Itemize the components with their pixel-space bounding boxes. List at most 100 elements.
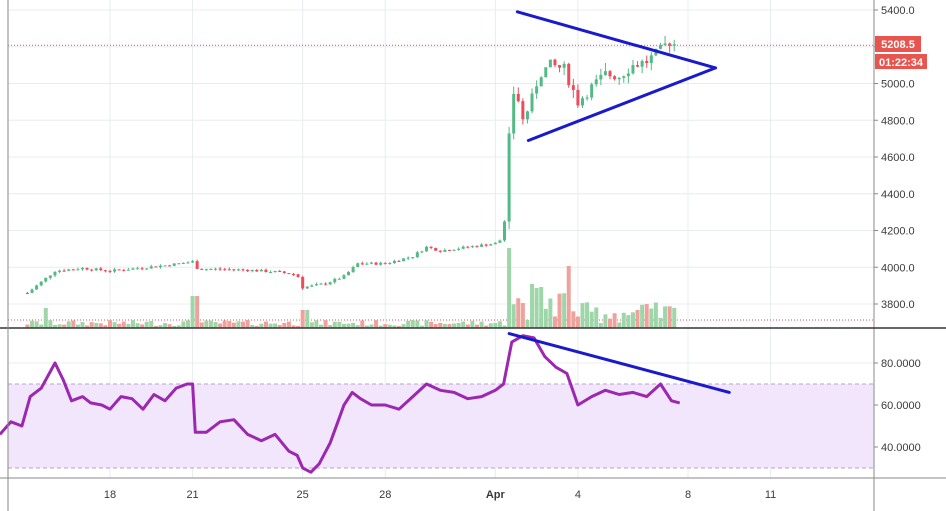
volume-bar: [231, 322, 236, 328]
volume-bar: [25, 324, 30, 328]
volume-bar: [341, 323, 346, 328]
volume-bar: [167, 324, 172, 328]
candle: [663, 35, 667, 46]
candle: [145, 268, 149, 270]
trendline-layer: [507, 10, 731, 394]
time-axis[interactable]: 18 21 25 28 Apr 4 8 11: [104, 489, 776, 501]
volume-bar: [319, 324, 324, 328]
candle: [466, 246, 470, 249]
volume-bar: [66, 321, 71, 328]
candle: [470, 245, 474, 248]
candle: [360, 261, 364, 266]
rsi-axis[interactable]: 80.0000 60.0000 40.0000: [874, 358, 921, 454]
candle: [434, 247, 438, 251]
volume-bar: [245, 320, 250, 328]
volume-bar: [401, 324, 406, 328]
candle: [553, 58, 557, 68]
candle: [255, 268, 259, 272]
price-tick-label: 4800.0: [881, 115, 915, 127]
volume-bar: [163, 323, 168, 328]
volume-bar: [176, 325, 181, 328]
volume-bar: [493, 323, 498, 328]
candle: [328, 281, 332, 285]
candle: [443, 248, 447, 253]
candle: [241, 268, 245, 272]
candle: [503, 220, 507, 242]
candle: [562, 61, 566, 75]
candle: [622, 75, 626, 83]
candle: [186, 261, 190, 264]
volume-bar: [488, 323, 493, 328]
triangle-lower-trendline[interactable]: [526, 66, 718, 142]
candle: [204, 268, 208, 271]
volume-bar: [663, 306, 668, 328]
volume-bar: [149, 321, 154, 328]
volume-bar: [112, 322, 117, 328]
candle: [158, 264, 162, 269]
last-price-label: 5208.5: [881, 39, 915, 51]
candle: [30, 288, 34, 294]
candle: [324, 282, 328, 286]
time-tick-label: Apr: [486, 489, 506, 501]
volume-bar: [140, 324, 145, 328]
price-tick-label: 5400.0: [881, 5, 915, 17]
volume-bar: [305, 310, 310, 328]
candle: [103, 269, 107, 273]
volume-bar: [575, 316, 580, 328]
rsi-trendline[interactable]: [507, 332, 731, 394]
volume-bar: [429, 321, 434, 328]
candle: [117, 269, 121, 271]
volume-bar: [314, 320, 319, 328]
candle: [383, 262, 387, 265]
volume-bar: [630, 312, 635, 328]
candle: [658, 42, 662, 50]
volume-bar: [621, 312, 626, 328]
candle: [608, 69, 612, 80]
time-tick-label: 4: [575, 489, 581, 501]
candle: [415, 250, 419, 259]
candle: [227, 267, 231, 271]
triangle-upper-trendline[interactable]: [515, 10, 718, 70]
candle: [580, 96, 584, 109]
candle: [80, 267, 84, 271]
candle: [131, 267, 135, 270]
candle: [599, 68, 603, 86]
volume-bar: [571, 311, 576, 328]
volume-bar: [277, 325, 282, 328]
volume-bar: [185, 320, 190, 328]
volume-bar: [378, 325, 383, 328]
candle: [305, 286, 309, 290]
candle: [259, 268, 263, 272]
volume-bar: [438, 322, 443, 328]
candle: [269, 270, 273, 274]
volume-bar: [598, 323, 603, 328]
volume-bar: [328, 325, 333, 328]
candle: [530, 88, 534, 114]
candle: [558, 64, 562, 73]
candle: [25, 291, 29, 294]
volume-bar: [39, 324, 44, 328]
rsi-line: [0, 334, 681, 474]
candle: [636, 61, 640, 68]
candle: [200, 268, 204, 270]
volume-bar: [364, 325, 369, 328]
volume-bar: [103, 325, 108, 328]
volume-bar: [484, 325, 489, 328]
rsi-tick-label: 60.0000: [881, 400, 921, 412]
volume-bar: [227, 321, 232, 328]
candle: [149, 264, 153, 269]
volume-bar: [130, 320, 135, 328]
volume-bar: [80, 322, 85, 328]
candle: [365, 262, 369, 265]
volume-bar: [511, 304, 516, 328]
candle: [369, 261, 373, 265]
candle: [282, 270, 286, 274]
volume-bar: [465, 324, 470, 328]
candle: [484, 243, 488, 247]
countdown-label: 01:22:34: [879, 57, 924, 69]
volume-bar: [667, 306, 672, 328]
rsi-band-layer: [8, 383, 874, 469]
candle: [567, 62, 571, 88]
volume-bar: [117, 323, 122, 328]
